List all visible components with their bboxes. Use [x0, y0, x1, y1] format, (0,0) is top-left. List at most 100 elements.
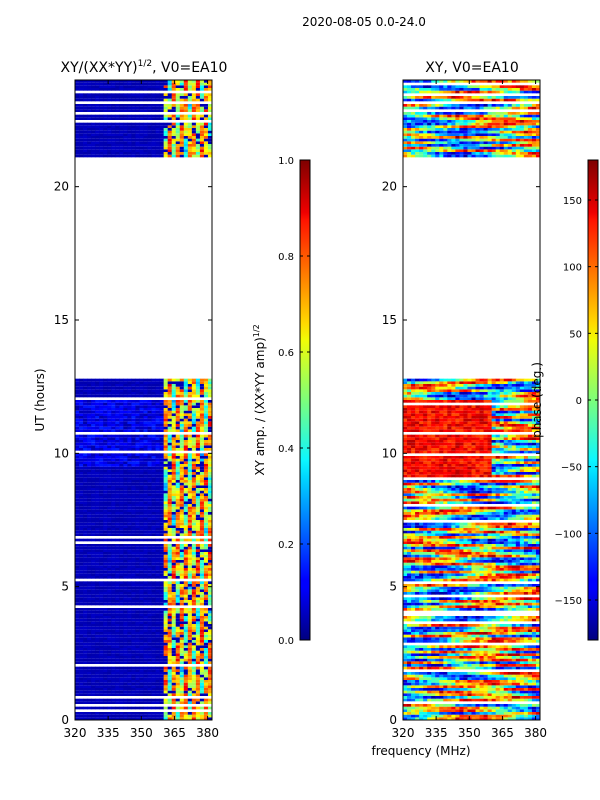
heatmap-cell	[119, 600, 124, 603]
heatmap-cell	[135, 560, 140, 563]
heatmap-cell	[159, 693, 165, 696]
heatmap-cell	[163, 400, 169, 403]
heatmap-cell	[103, 674, 108, 678]
heatmap-cell	[95, 669, 100, 672]
heatmap-cell	[187, 429, 193, 432]
heatmap-cell	[155, 114, 161, 118]
heatmap-cell	[175, 426, 181, 430]
heatmap-cell	[151, 610, 156, 614]
heatmap-cell	[191, 656, 197, 659]
heatmap-cell	[95, 496, 100, 499]
heatmap-cell	[83, 610, 88, 614]
heatmap-cell	[183, 608, 189, 611]
heatmap-cell	[95, 104, 100, 107]
heatmap-cell	[203, 480, 209, 483]
heatmap-cell	[195, 645, 201, 648]
heatmap-cell	[179, 440, 185, 443]
heatmap-cell	[163, 480, 169, 483]
heatmap-cell	[111, 498, 116, 502]
heatmap-cell	[75, 520, 80, 523]
heatmap-cell	[83, 496, 88, 499]
heatmap-cell	[79, 474, 84, 478]
heatmap-cell	[183, 586, 189, 590]
heatmap-cell	[155, 714, 161, 718]
heatmap-cell	[195, 613, 201, 616]
heatmap-cell	[127, 114, 132, 118]
heatmap-cell	[179, 626, 185, 630]
heatmap-cell	[195, 429, 201, 432]
heatmap-cell	[135, 402, 140, 406]
heatmap-cell	[183, 138, 189, 142]
heatmap-cell	[207, 610, 213, 614]
heatmap-cell	[171, 445, 177, 448]
heatmap-cell	[159, 453, 165, 456]
heatmap-cell	[195, 488, 201, 491]
heatmap-cell	[171, 504, 177, 507]
heatmap-cell	[191, 434, 197, 438]
heatmap-cell	[135, 669, 140, 672]
heatmap-cell	[135, 490, 140, 494]
heatmap-cell	[167, 530, 173, 534]
heatmap-cell	[143, 640, 148, 643]
heatmap-cell	[159, 610, 165, 614]
heatmap-cell	[191, 474, 197, 478]
heatmap-cell	[167, 613, 173, 616]
heatmap-cell	[159, 464, 165, 467]
heatmap-cell	[175, 421, 181, 424]
heatmap-cell	[139, 594, 144, 598]
heatmap-cell	[175, 642, 181, 646]
heatmap-cell	[155, 584, 161, 587]
heatmap-cell	[183, 378, 189, 382]
heatmap-cell	[127, 146, 132, 150]
heatmap-cell	[171, 637, 177, 640]
heatmap-cell	[159, 128, 165, 131]
heatmap-cell	[191, 522, 197, 526]
heatmap-cell	[135, 650, 140, 654]
heatmap-cell	[87, 608, 92, 611]
heatmap-cell	[79, 565, 84, 568]
heatmap-cell	[207, 621, 213, 624]
heatmap-cell	[103, 712, 108, 715]
heatmap-cell	[123, 464, 128, 467]
heatmap-cell	[143, 154, 148, 158]
heatmap-cell	[103, 594, 108, 598]
heatmap-cell	[175, 712, 181, 715]
heatmap-cell	[155, 482, 161, 486]
heatmap-cell	[103, 610, 108, 614]
heatmap-cell	[111, 594, 116, 598]
heatmap-cell	[191, 653, 197, 656]
heatmap-cell	[79, 653, 84, 656]
heatmap-cell	[95, 560, 100, 563]
heatmap-cell	[155, 477, 161, 480]
heatmap-cell	[179, 698, 185, 702]
heatmap-cell	[175, 701, 181, 704]
heatmap-cell	[139, 88, 144, 91]
heatmap-cell	[75, 392, 80, 395]
heatmap-cell	[187, 562, 193, 566]
heatmap-cell	[135, 408, 140, 411]
heatmap-cell	[115, 530, 120, 534]
heatmap-cell	[175, 498, 181, 502]
heatmap-cell	[79, 122, 84, 126]
heatmap-cell	[167, 429, 173, 432]
heatmap-cell	[119, 549, 124, 552]
heatmap-cell	[119, 544, 124, 547]
heatmap-cell	[175, 394, 181, 398]
heatmap-cell	[115, 528, 120, 531]
heatmap-cell	[91, 706, 96, 710]
heatmap-cell	[203, 490, 209, 494]
heatmap-cell	[83, 461, 88, 464]
heatmap-cell	[103, 485, 108, 488]
heatmap-cell	[87, 512, 92, 515]
heatmap-cell	[75, 522, 80, 526]
heatmap-cell	[203, 514, 209, 518]
heatmap-cell	[155, 602, 161, 606]
heatmap-cell	[183, 544, 189, 547]
heatmap-cell	[75, 410, 80, 414]
heatmap-cell	[123, 613, 128, 616]
heatmap-cell	[139, 538, 144, 542]
heatmap-cell	[191, 426, 197, 430]
heatmap-cell	[103, 714, 108, 718]
heatmap-cell	[95, 608, 100, 611]
heatmap-cell	[207, 109, 213, 112]
